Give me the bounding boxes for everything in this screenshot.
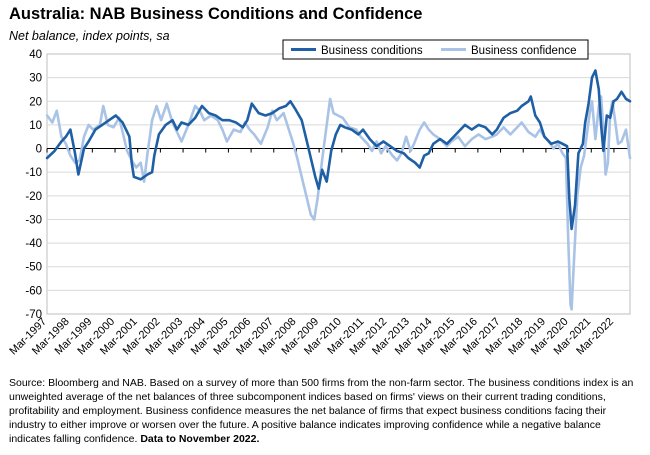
legend-label-business-confidence: Business confidence xyxy=(471,45,576,57)
series-line-business-conditions xyxy=(45,69,632,231)
chart-title: Australia: NAB Business Conditions and C… xyxy=(9,5,423,23)
legend: Business conditions Business confidence xyxy=(282,39,589,60)
y-tick-label: -70 xyxy=(25,309,42,321)
y-tick-label: 30 xyxy=(29,73,42,85)
y-tick-label: 20 xyxy=(29,96,42,108)
legend-label-business-conditions: Business conditions xyxy=(321,45,423,57)
plot-frame xyxy=(46,53,631,315)
y-tick-label: 0 xyxy=(36,144,42,156)
source-text: Source: Bloomberg and NAB. Based on a su… xyxy=(9,377,634,445)
y-tick-label: -50 xyxy=(25,262,42,274)
y-tick-label: -30 xyxy=(25,214,42,226)
data-date-note: Data to November 2022. xyxy=(140,433,260,445)
source-note: Source: Bloomberg and NAB. Based on a su… xyxy=(9,376,641,446)
y-tick-label: -10 xyxy=(25,167,42,179)
y-tick-label: -20 xyxy=(25,191,42,203)
y-tick-label: 10 xyxy=(29,120,42,132)
y-tick-label: -60 xyxy=(25,285,42,297)
y-tick-label: 40 xyxy=(29,49,42,61)
y-tick-label: -40 xyxy=(25,238,42,250)
chart-subtitle: Net balance, index points, sa xyxy=(9,29,170,43)
legend-box xyxy=(282,39,589,60)
